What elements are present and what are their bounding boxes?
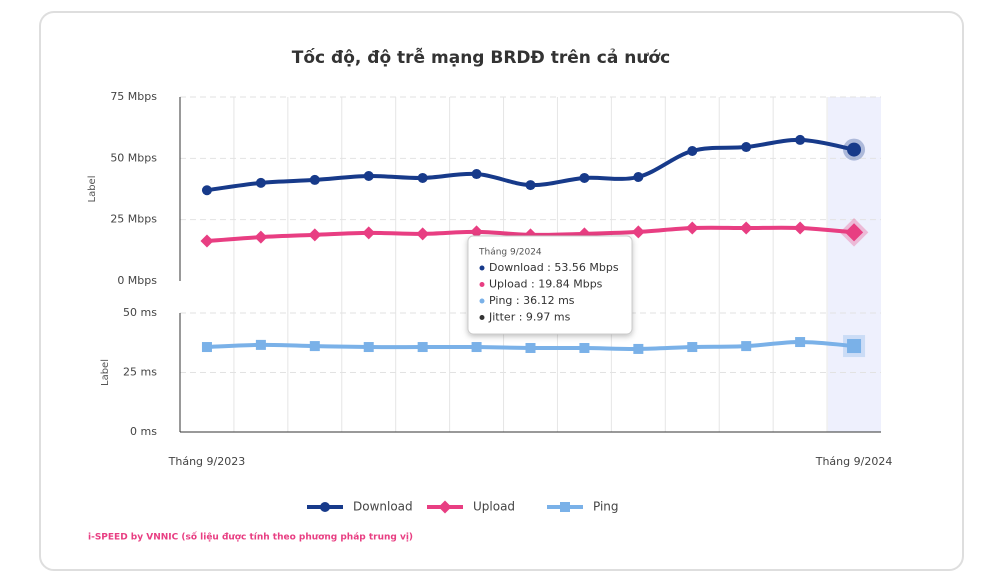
- marker: [525, 342, 536, 353]
- y-tick-label: 0 ms: [130, 425, 157, 438]
- y-tick-label: 50 ms: [123, 306, 157, 319]
- marker: [579, 172, 590, 183]
- marker: [471, 169, 482, 180]
- marker: [417, 172, 428, 183]
- marker: [471, 342, 482, 353]
- y-tick-label: 25 ms: [123, 366, 157, 379]
- marker: [363, 342, 374, 353]
- marker: [579, 342, 590, 353]
- x-tick-label: Tháng 9/2023: [168, 455, 246, 468]
- tooltip-dot: [479, 265, 485, 271]
- marker: [201, 342, 212, 353]
- marker: [795, 134, 806, 145]
- chart-title: Tốc độ, độ trễ mạng BRDĐ trên cả nước: [292, 46, 670, 68]
- tooltip-dot: [479, 298, 485, 304]
- y-tick-label: 75 Mbps: [110, 90, 157, 103]
- marker: [795, 337, 806, 348]
- marker: [739, 221, 753, 235]
- marker: [631, 225, 645, 239]
- marker: [633, 343, 644, 354]
- marker: [560, 502, 570, 512]
- marker: [438, 500, 452, 514]
- tooltip: Tháng 9/2024 Download : 53.56 Mbps Upload …: [467, 235, 633, 335]
- marker: [254, 230, 268, 244]
- marker: [416, 227, 430, 241]
- tooltip-dot: [479, 282, 485, 287]
- tooltip-item: Ping : 36.12 ms: [489, 294, 575, 307]
- marker: [633, 171, 644, 182]
- y-axis-label: Label: [100, 359, 111, 386]
- legend-label: Ping: [593, 500, 619, 514]
- marker: [255, 177, 266, 188]
- tooltip-item: Jitter : 9.97 ms: [488, 311, 571, 324]
- marker: [201, 185, 212, 196]
- tooltip-item: Download : 53.56 Mbps: [489, 261, 619, 274]
- marker: [309, 341, 320, 352]
- x-tick-label: Tháng 9/2024: [815, 455, 893, 468]
- marker: [308, 228, 322, 242]
- tooltip-title: Tháng 9/2024: [478, 248, 542, 258]
- marker: [362, 226, 376, 240]
- tooltip-dot: [479, 315, 485, 320]
- marker: [685, 221, 699, 235]
- marker: [309, 174, 320, 185]
- marker: [417, 342, 428, 353]
- marker: [741, 142, 752, 153]
- marker: [255, 339, 266, 350]
- marker: [200, 234, 214, 248]
- footer: i-SPEED by VNNIC (số liệu được tính theo…: [88, 532, 413, 543]
- marker: [687, 342, 698, 353]
- tooltip-item: Upload : 19.84 Mbps: [489, 278, 603, 291]
- marker: [363, 170, 374, 181]
- y-tick-label: 50 Mbps: [110, 151, 157, 164]
- marker: [793, 221, 807, 235]
- marker: [844, 223, 864, 242]
- marker: [470, 225, 484, 239]
- marker: [847, 142, 862, 157]
- marker: [687, 145, 698, 156]
- y-tick-label: 0 Mbps: [117, 274, 157, 287]
- marker: [525, 180, 536, 191]
- tooltip-box: [467, 235, 633, 335]
- y-tick-label: 25 Mbps: [110, 213, 157, 226]
- legend-label: Download: [353, 500, 413, 514]
- marker: [847, 339, 862, 354]
- legend-label: Upload: [473, 500, 515, 514]
- marker: [741, 341, 752, 352]
- marker: [320, 502, 330, 512]
- y-axis-label: Label: [87, 176, 98, 203]
